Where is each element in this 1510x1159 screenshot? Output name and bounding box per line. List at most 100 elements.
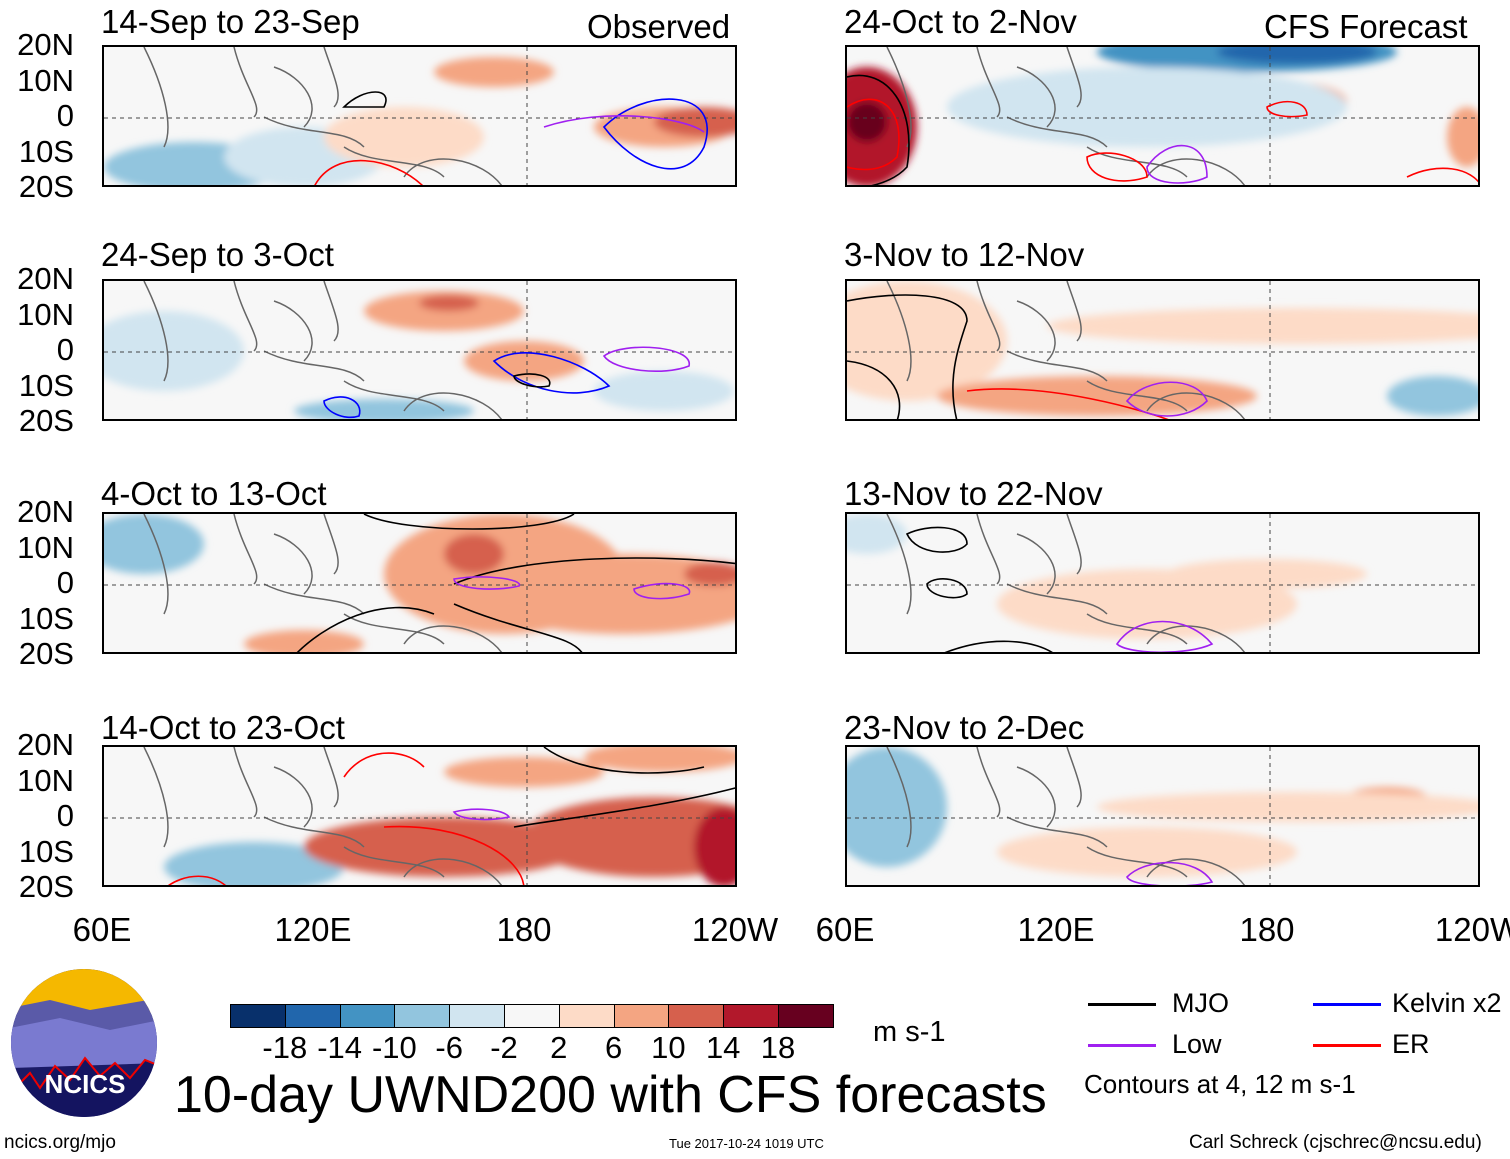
wave-contour [314,159,423,185]
wind-anomaly-shading [847,514,907,554]
wind-anomaly-shading [847,747,947,867]
wave-contour [383,825,525,885]
wind-anomaly-shading [294,399,474,419]
wind-anomaly-shading [1447,107,1478,167]
lat-label: 20S [18,869,74,904]
colorbar-tick-label: 2 [550,1030,568,1065]
lon-label: 120W [691,911,779,948]
anomaly-map [847,47,1478,185]
colorbar-tick-label: 14 [705,1030,741,1065]
lat-label: 20S [18,636,74,671]
wave-contour [905,526,968,553]
lat-label: 10S [18,367,74,403]
lat-label: 10S [18,133,74,169]
wave-contour [452,808,511,821]
wave-contour [633,582,691,600]
wave-contour [1115,620,1214,652]
wave-contour [944,640,1053,652]
colorbar-swatch [449,1004,505,1028]
wind-anomaly-shading [654,107,735,137]
wind-anomaly-shading [1047,308,1478,344]
map-panel [102,45,737,187]
coastline [886,514,1245,652]
footer-url[interactable]: ncics.org/mjo [4,1132,116,1153]
wave-contour [492,352,611,394]
wave-contour [847,98,900,171]
colorbar-tick-label: -2 [490,1030,518,1065]
wave-contour [847,294,968,419]
anomaly-map [847,514,1478,652]
lat-label: 10N [17,296,74,332]
map-panel [102,745,737,887]
legend-mjo-line [1088,1003,1156,1006]
lat-label: 20S [18,403,74,438]
panel-title: 4-Oct to 13-Oct [101,475,327,512]
map-panel [845,45,1480,187]
lat-label: 10S [18,833,74,869]
colorbar-swatch [394,1004,451,1028]
wind-anomaly-shading [937,376,1257,416]
colorbar-swatch [723,1004,779,1028]
lat-label: 20S [18,169,74,204]
observed-label: Observed [587,8,731,45]
wave-contour [602,98,708,170]
colorbar-tick-label: -18 [262,1030,308,1065]
wind-anomaly-shading [464,341,584,381]
wave-contour [513,373,551,388]
anomaly-map [847,747,1478,885]
figure-title: 10-day UWND200 with CFS forecasts [174,1066,1047,1124]
colorbar-tick-label: -14 [317,1030,362,1065]
forecast-label: CFS Forecast [1264,8,1468,45]
wave-contour [1125,381,1208,417]
wind-anomaly-shading [419,295,479,311]
map-panel [102,279,737,421]
wind-anomaly-shading [164,842,344,885]
wind-anomaly-shading [684,562,735,586]
colorbar-swatch [504,1004,560,1028]
panel-title: 3-Nov to 12-Nov [844,236,1085,273]
colorbar-swatch [339,1004,396,1028]
wind-anomaly-shading [1167,559,1367,589]
wave-contour [1126,861,1214,885]
wind-anomaly-shading [364,291,524,331]
wave-contour [926,578,968,599]
wind-anomaly-shading [947,67,1347,147]
lat-label: 20N [17,494,74,529]
legend-low-label: Low [1172,1029,1222,1059]
legend-er-line [1313,1044,1381,1047]
lon-label: 180 [1239,911,1295,948]
wind-anomaly-shading [244,630,364,652]
panel-title: 14-Oct to 23-Oct [101,709,345,746]
wave-contour [453,576,520,590]
wind-anomaly-shading [104,311,244,391]
wave-contour [323,396,361,419]
wave-contour [847,74,910,185]
wave-contour [168,875,226,885]
colorbar-tick-label: -6 [435,1030,463,1065]
wave-contour [1406,167,1478,183]
wind-anomaly-shading [1217,47,1377,64]
wind-anomaly-shading [1097,792,1478,822]
wind-anomaly-shading [104,514,204,574]
contour-note: Contours at 4, 12 m s-1 [1084,1069,1356,1099]
lat-label: 0 [56,98,74,133]
wave-contour [602,346,690,372]
wind-anomaly-shading [1387,376,1478,416]
coastline [886,47,1245,185]
panel-title: 24-Sep to 3-Oct [101,236,334,273]
coastline [886,747,1245,885]
wave-contour [453,603,583,652]
legend-low-line [1088,1044,1156,1047]
ncics-logo: NCICS [11,969,157,1117]
coastline [143,514,502,652]
coastline [886,281,1245,419]
wind-anomaly-shading [474,554,735,634]
lon-label: 60E [815,911,875,948]
wind-anomaly-shading [444,534,504,574]
colorbar-units: m s-1 [873,1016,946,1048]
colorbar-swatch [668,1004,725,1028]
map-panel [845,745,1480,887]
wave-contour [296,606,435,652]
anomaly-map [104,747,735,885]
